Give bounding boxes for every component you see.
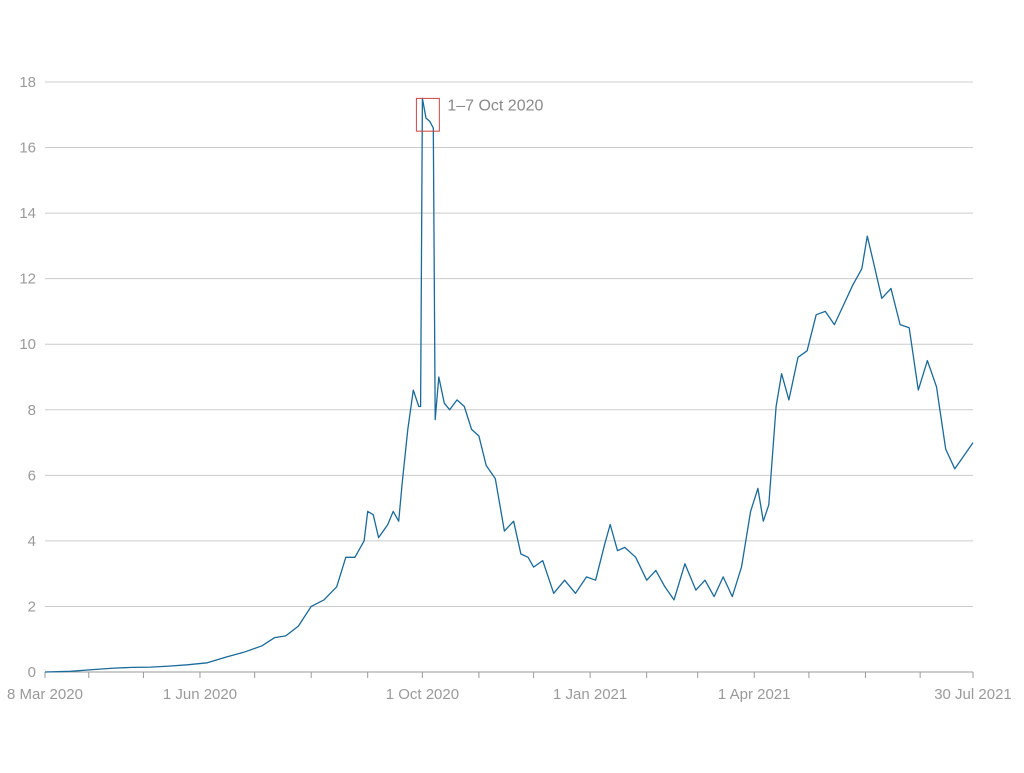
annotation-label: 1–7 Oct 2020: [447, 97, 543, 114]
x-axis: 8 Mar 2020 1 Jun 2020 1 Oct 2020 1 Jan 2021…: [7, 671, 1012, 703]
y-tick-label: 12: [19, 271, 36, 288]
y-tick-label: 8: [28, 402, 36, 419]
y-tick-label: 10: [19, 336, 36, 353]
y-tick-label: 16: [19, 140, 36, 157]
x-tick-label: 1 Oct 2020: [386, 686, 459, 703]
y-tick-label: 2: [28, 598, 36, 615]
x-tick-label: 30 Jul 2021: [934, 686, 1012, 703]
x-tick-label: 1 Jun 2020: [163, 686, 237, 703]
y-axis-labels: 0 2 4 6 8 10 12 14 16 18: [19, 74, 36, 681]
gridlines: [45, 81, 973, 607]
y-tick-label: 4: [28, 533, 36, 550]
x-tick-label: 8 Mar 2020: [7, 686, 83, 703]
series-layer: [44, 97, 974, 673]
annotation-box: [415, 97, 440, 132]
y-tick-label: 14: [19, 205, 36, 222]
x-tick-label: 1 Jan 2021: [553, 686, 627, 703]
y-tick-label: 0: [28, 664, 36, 681]
annotation: 1–7 Oct 2020: [415, 97, 544, 132]
series-line: [44, 97, 974, 673]
y-tick-label: 6: [28, 467, 36, 484]
y-tick-label: 18: [19, 74, 36, 91]
x-tick-label: 1 Apr 2021: [718, 686, 791, 703]
